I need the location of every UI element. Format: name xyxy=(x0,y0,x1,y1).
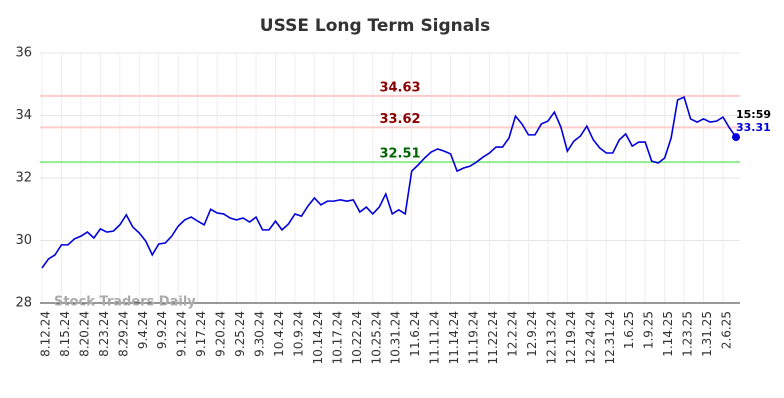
x-tick-label: 12.9.24 xyxy=(525,311,539,357)
x-tick-label: 10.31.24 xyxy=(389,311,403,364)
x-tick-label: 9.12.24 xyxy=(175,311,189,357)
x-tick-label: 12.13.24 xyxy=(544,311,558,364)
x-tick-label: 8.15.24 xyxy=(58,311,72,357)
x-tick-label: 10.22.24 xyxy=(350,311,364,364)
x-tick-label: 1.6.25 xyxy=(622,311,636,349)
signal-label: 34.63 xyxy=(379,80,420,95)
x-tick-label: 11.22.24 xyxy=(486,311,500,364)
x-tick-label: 9.20.24 xyxy=(214,311,228,357)
last-time: 15:59 xyxy=(736,108,771,121)
last-point xyxy=(732,133,740,142)
x-tick-label: 8.29.24 xyxy=(116,311,130,357)
x-tick-label: 8.23.24 xyxy=(97,311,111,357)
y-tick-label: 32 xyxy=(15,171,32,186)
x-tick-label: 10.4.24 xyxy=(272,311,286,357)
x-tick-label: 1.14.25 xyxy=(661,311,675,357)
x-tick-label: 10.25.24 xyxy=(369,311,383,364)
y-tick-label: 36 xyxy=(15,46,32,61)
x-tick-label: 11.14.24 xyxy=(447,311,461,364)
y-tick-label: 28 xyxy=(15,296,32,311)
x-tick-label: 1.23.25 xyxy=(681,311,695,357)
x-tick-label: 2.6.25 xyxy=(720,311,734,349)
x-tick-label: 12.31.24 xyxy=(603,311,617,364)
x-tick-label: 12.2.24 xyxy=(505,311,519,357)
x-tick-label: 9.9.24 xyxy=(155,311,169,349)
x-tick-label: 9.30.24 xyxy=(253,311,267,357)
price-line xyxy=(41,95,737,269)
watermark: Stock Traders Daily xyxy=(54,295,196,310)
x-tick-label: 9.4.24 xyxy=(136,311,150,349)
x-tick-label: 11.6.24 xyxy=(408,311,422,357)
y-tick-label: 30 xyxy=(15,233,32,248)
x-tick-label: 9.25.24 xyxy=(233,311,247,357)
x-tick-label: 11.19.24 xyxy=(467,311,481,364)
chart-title: USSE Long Term Signals xyxy=(260,16,490,36)
x-tick-label: 9.17.24 xyxy=(194,311,208,357)
x-tick-label: 11.11.24 xyxy=(428,311,442,364)
x-tick-label: 10.14.24 xyxy=(311,311,325,364)
x-tick-label: 12.24.24 xyxy=(583,311,597,364)
x-tick-label: 10.9.24 xyxy=(291,311,305,357)
x-tick-label: 12.19.24 xyxy=(564,311,578,364)
last-value: 33.31 xyxy=(736,121,771,134)
y-tick-label: 34 xyxy=(15,108,32,123)
signal-label: 32.51 xyxy=(379,147,420,162)
x-tick-label: 10.17.24 xyxy=(330,311,344,364)
x-tick-label: 8.12.24 xyxy=(39,311,53,357)
x-tick-label: 8.20.24 xyxy=(77,311,91,357)
signal-label: 33.62 xyxy=(379,112,420,127)
x-tick-label: 1.31.25 xyxy=(700,311,714,357)
x-tick-label: 1.9.25 xyxy=(642,311,656,349)
